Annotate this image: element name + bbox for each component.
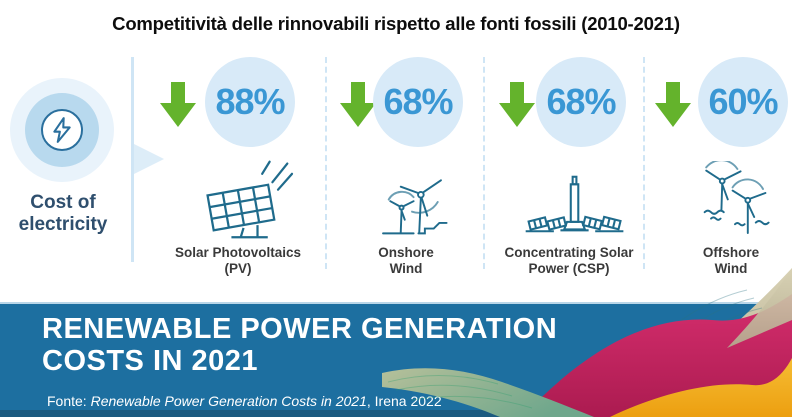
pct-badge-onshore-wind: 68% xyxy=(373,57,463,147)
pct-badge-csp: 68% xyxy=(536,57,626,147)
pct-badge-offshore-wind: 60% xyxy=(698,57,788,147)
column-onshore-wind: 68% Onshore Wind xyxy=(328,57,508,295)
column-offshore-wind: 60% Offshore Wind xyxy=(653,57,792,295)
column-separator xyxy=(483,57,485,269)
column-label: Onshore Wind xyxy=(378,245,434,276)
source-credit: Fonte: Renewable Power Generation Costs … xyxy=(47,393,442,409)
solar-panel-icon xyxy=(154,158,334,245)
column-separator xyxy=(325,57,327,269)
report-title: RENEWABLE POWER GENERATION COSTS IN 2021 xyxy=(42,313,558,378)
decrease-arrow-icon xyxy=(158,82,198,128)
csp-tower-icon xyxy=(485,173,665,240)
column-separator xyxy=(643,57,645,269)
cost-of-electricity-label: Cost of electricity xyxy=(18,192,108,235)
banner-bottom-strip xyxy=(0,410,792,417)
decrease-arrow-icon xyxy=(338,82,378,128)
page-title: Competitività delle rinnovabili rispetto… xyxy=(112,13,680,34)
decrease-arrow-icon xyxy=(497,82,537,128)
lightning-bolt-icon xyxy=(41,109,83,151)
onshore-wind-icon xyxy=(322,165,502,244)
pct-badge-solar-pv: 88% xyxy=(205,57,295,147)
column-label: Solar Photovoltaics (PV) xyxy=(174,245,302,276)
connector-line xyxy=(131,57,134,262)
connector-arrow-right xyxy=(134,144,164,174)
column-label: Offshore Wind xyxy=(702,245,760,276)
column-label: Concentrating Solar Power (CSP) xyxy=(504,245,634,276)
decrease-arrow-icon xyxy=(653,82,693,128)
column-solar-pv: 88% Solar Photovoltaics (PV) xyxy=(160,57,340,295)
report-banner: RENEWABLE POWER GENERATION COSTS IN 2021… xyxy=(0,302,792,417)
offshore-wind-icon xyxy=(647,159,792,246)
column-csp: 68% Concentrating Solar Power (CSP) xyxy=(491,57,671,295)
